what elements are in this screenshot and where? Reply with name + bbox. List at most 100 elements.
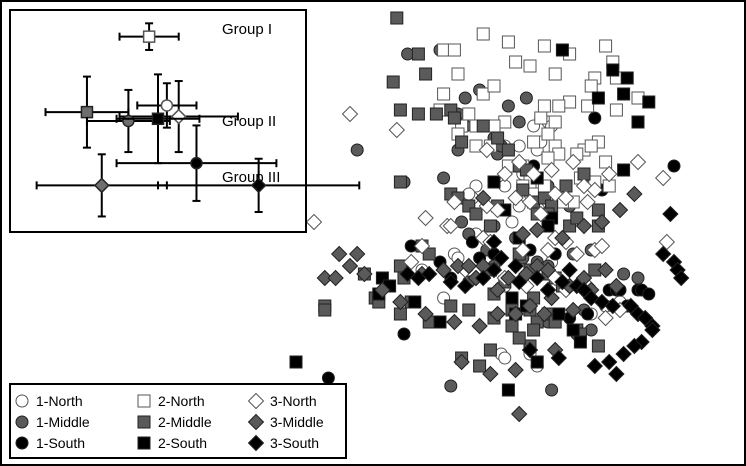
- diamond-gray-point: [514, 225, 532, 243]
- diamond-gray-point: [608, 277, 625, 295]
- square-black-point: [617, 163, 631, 177]
- diamond-open-point: [629, 153, 647, 171]
- inset-mean-3-South: [250, 177, 267, 194]
- square-open-point: [469, 139, 483, 153]
- diamond-gray-point: [435, 261, 452, 279]
- square-gray-point: [591, 339, 605, 353]
- inset-mean-2-North: [142, 30, 156, 43]
- circle-gray-point: [458, 91, 472, 105]
- square-gray-point: [483, 219, 497, 233]
- diamond-gray-point: [356, 265, 373, 283]
- square-black-point: [487, 175, 501, 189]
- square-black-point: [505, 291, 519, 305]
- diamond-black-point: [539, 281, 557, 299]
- square-gray-point: [570, 211, 584, 225]
- square-open-point: [447, 43, 461, 57]
- legend-items: 1-North 1-Middle 1-South 2-North 2-Middle 2-S…: [15, 392, 324, 452]
- diamond-gray-point: [374, 281, 391, 299]
- diamond-gray-point: [564, 301, 582, 319]
- circle-black-point: [588, 111, 602, 125]
- square-open-point: [609, 103, 623, 117]
- square-open-point: [462, 107, 476, 121]
- diamond-open-point: [568, 245, 586, 263]
- square-open-point: [509, 55, 523, 69]
- square-open-point: [476, 27, 490, 41]
- diamond-gray-point: [471, 317, 488, 335]
- square-black-point: [631, 115, 645, 129]
- square-open-point: [487, 119, 501, 133]
- circle-black-point: [642, 287, 656, 301]
- legend-marker-1-North: [15, 394, 29, 408]
- square-black-point: [541, 219, 555, 233]
- square-black-point: [530, 355, 544, 369]
- square-black-point: [642, 95, 656, 109]
- diamond-open-point: [496, 165, 514, 183]
- legend-label: 2-Middle: [158, 414, 212, 430]
- square-gray-point: [476, 119, 490, 133]
- diamond-open-point: [413, 237, 431, 255]
- diamond-gray-point: [341, 257, 359, 275]
- square-open-point: [631, 91, 645, 105]
- diamond-gray-point: [539, 261, 557, 279]
- diamond-open-point: [521, 193, 539, 211]
- diamond-gray-point: [507, 305, 524, 323]
- diamond-open-point: [489, 201, 506, 219]
- circle-gray-point: [545, 383, 559, 397]
- inset-mean-2-Middle: [80, 105, 94, 119]
- square-open-point: [552, 99, 566, 113]
- diamond-gray-point: [482, 365, 499, 383]
- legend-marker-2-North: [137, 394, 151, 408]
- diamond-black-point: [654, 245, 672, 263]
- diamond-gray-point: [330, 245, 348, 263]
- legend: 1-North 1-Middle 1-South 2-North 2-Middle 2-S…: [9, 383, 347, 459]
- circle-open-point: [505, 215, 519, 229]
- square-black-point: [289, 355, 303, 369]
- diamond-open-point: [514, 241, 532, 259]
- diamond-gray-point: [507, 361, 524, 379]
- group-2-label: Group II: [222, 113, 276, 130]
- diamond-gray-point: [575, 217, 593, 235]
- square-gray-point: [462, 303, 476, 317]
- diamond-open-point: [654, 169, 672, 187]
- diamond-open-point: [446, 193, 463, 211]
- diamond-black-point: [626, 337, 643, 355]
- square-open-point: [451, 67, 465, 81]
- legend-marker-2-Middle: [137, 415, 151, 429]
- diamond-gray-point: [521, 297, 539, 315]
- diamond-gray-point: [489, 281, 506, 299]
- diamond-black-point: [492, 249, 510, 267]
- square-gray-point: [516, 183, 530, 197]
- square-black-point: [620, 71, 634, 85]
- square-black-point: [552, 307, 566, 321]
- diamond-gray-point: [593, 213, 611, 231]
- diamond-open-point: [525, 165, 542, 183]
- legend-marker-2-South: [137, 436, 151, 450]
- legend-label: 3-North: [270, 393, 317, 409]
- diamond-gray-point: [626, 185, 643, 203]
- square-open-point: [541, 127, 555, 141]
- square-gray-point: [512, 331, 526, 345]
- legend-marker-3-North: [247, 392, 265, 410]
- diamond-black-point: [420, 265, 438, 283]
- circle-gray-point: [617, 267, 631, 281]
- diamond-black-point: [604, 297, 622, 315]
- diamond-gray-point: [392, 293, 409, 311]
- legend-label: 3-Middle: [270, 414, 324, 430]
- diamond-open-point: [341, 105, 359, 123]
- square-open-point: [501, 35, 515, 49]
- square-gray-point: [447, 111, 461, 125]
- diamond-open-point: [579, 193, 596, 211]
- diamond-open-point: [564, 153, 582, 171]
- diamond-open-point: [305, 213, 323, 231]
- group-3-label: Group III: [222, 169, 280, 186]
- circle-gray-point: [501, 99, 515, 113]
- diamond-gray-point: [449, 257, 467, 275]
- square-gray-point: [411, 47, 425, 61]
- square-gray-point: [483, 343, 497, 357]
- square-open-point: [527, 135, 541, 149]
- circle-open-point: [498, 351, 512, 365]
- circle-open-point: [512, 139, 526, 153]
- circle-gray-point: [437, 171, 451, 185]
- diamond-black-point: [615, 345, 632, 363]
- legend-marker-3-South: [247, 434, 265, 452]
